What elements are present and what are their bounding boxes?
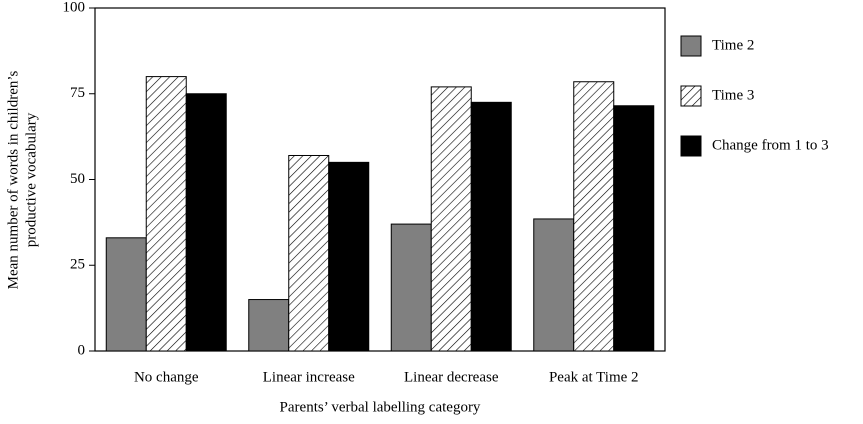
y-axis-label: Mean number of words in children’s	[5, 70, 21, 289]
y-axis-label: productive vocabulary	[23, 112, 39, 247]
legend-label: Time 2	[712, 37, 754, 53]
bar	[248, 299, 290, 352]
bar	[533, 218, 575, 352]
legend-swatch	[680, 35, 702, 57]
bar	[390, 223, 432, 352]
bar	[430, 86, 472, 352]
bar	[105, 237, 147, 352]
bar	[613, 105, 655, 352]
x-tick-label: Peak at Time 2	[549, 369, 639, 385]
legend-swatch	[680, 85, 702, 107]
legend-label: Time 3	[712, 87, 754, 103]
y-tick-label: 75	[70, 85, 85, 101]
bar	[288, 154, 330, 352]
x-tick-label: Linear decrease	[404, 369, 499, 385]
x-tick-label: No change	[134, 369, 199, 385]
bar	[185, 93, 227, 352]
bar	[328, 161, 370, 352]
x-tick-label: Linear increase	[263, 369, 355, 385]
bar	[145, 76, 187, 352]
y-tick-label: 25	[70, 257, 85, 273]
y-tick-label: 100	[63, 0, 86, 15]
bar	[470, 101, 512, 352]
bar	[573, 81, 615, 352]
x-axis-label: Parents’ verbal labelling category	[280, 399, 481, 415]
y-tick-label: 0	[78, 342, 86, 358]
legend-label: Change from 1 to 3	[712, 137, 829, 153]
y-tick-label: 50	[70, 171, 85, 187]
legend-swatch	[680, 135, 702, 157]
